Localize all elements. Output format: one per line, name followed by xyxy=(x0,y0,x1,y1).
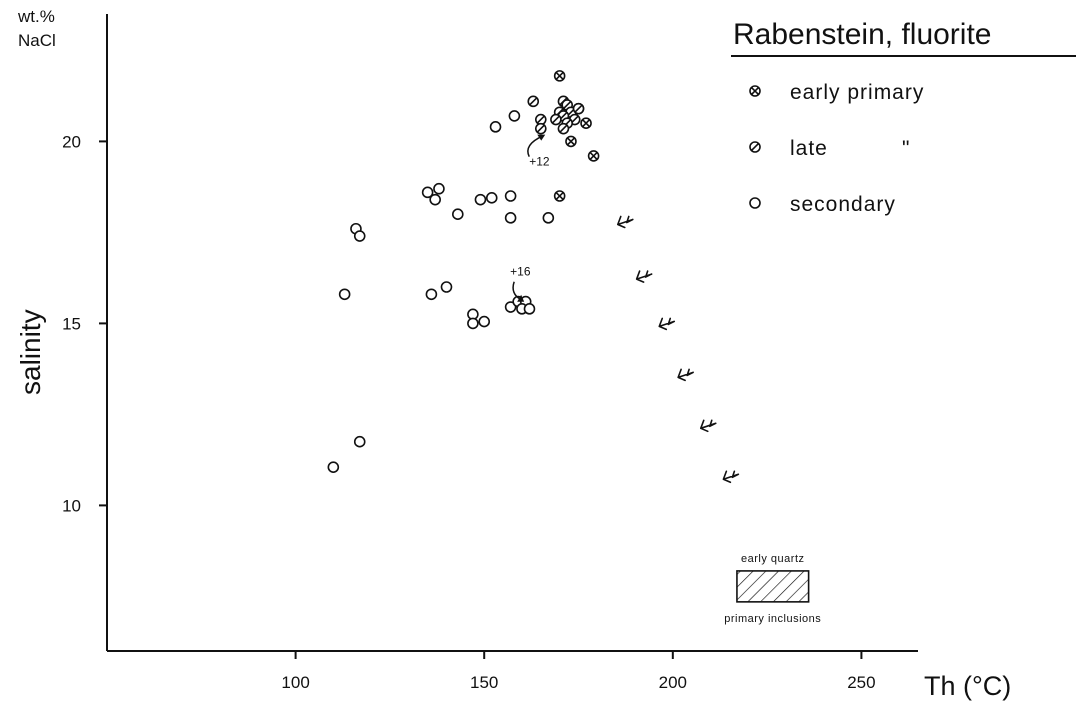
arrow-point xyxy=(677,368,694,382)
x-tick-label: 200 xyxy=(659,673,687,692)
x-tick-label: 250 xyxy=(847,673,875,692)
secondary-point xyxy=(353,230,366,242)
late-point xyxy=(572,102,585,115)
hatched-box xyxy=(736,570,810,603)
x-tick-label: 100 xyxy=(281,673,309,692)
early-primary-point xyxy=(553,190,566,202)
late-point xyxy=(527,95,540,108)
legend-marker xyxy=(749,197,761,209)
arrow-point xyxy=(635,270,653,283)
secondary-point xyxy=(485,192,498,204)
secondary-point xyxy=(504,301,517,313)
secondary-point xyxy=(504,190,517,202)
data-points xyxy=(327,70,740,484)
early-primary-point xyxy=(565,135,577,148)
legend-marker xyxy=(749,85,761,97)
x-ticks: 100 150 200 250 xyxy=(281,651,876,692)
secondary-point xyxy=(523,303,536,315)
annotation-arrowhead xyxy=(537,134,546,141)
late-point xyxy=(534,122,547,135)
legend-label: secondary xyxy=(790,193,896,216)
y-tick-label: 10 xyxy=(62,496,81,515)
x-axis-title: Th (°C) xyxy=(924,671,1011,701)
legend-ditto-mark: " xyxy=(902,137,910,160)
secondary-point xyxy=(542,212,555,224)
annotation-plus-12: +12 xyxy=(529,155,550,169)
secondary-point xyxy=(425,288,438,301)
secondary-point xyxy=(429,193,441,206)
legend-label: early primary xyxy=(790,81,924,104)
secondary-point xyxy=(433,182,445,195)
legend-label: late xyxy=(790,137,828,160)
x-tick-label: 150 xyxy=(470,673,498,692)
secondary-point xyxy=(421,186,434,199)
legend-marker xyxy=(749,141,761,153)
secondary-point xyxy=(338,288,351,301)
secondary-point xyxy=(440,281,453,293)
late-point xyxy=(534,113,547,126)
arrow-point xyxy=(658,317,676,331)
arrow-point xyxy=(699,419,717,433)
y-axis-title: salinity xyxy=(15,309,46,395)
y-ticks: 10 15 20 xyxy=(62,132,107,515)
y-unit-label-line2: NaCl xyxy=(18,31,56,50)
secondary-point xyxy=(504,212,517,224)
early-quartz-region: early quartz primary inclusions xyxy=(724,553,821,625)
y-unit-label-line1: wt.% xyxy=(17,7,55,26)
secondary-point xyxy=(327,461,340,473)
secondary-point xyxy=(474,193,487,206)
legend: early primary late " secondary xyxy=(749,81,924,216)
y-tick-label: 15 xyxy=(62,314,81,333)
secondary-point xyxy=(353,435,366,448)
y-tick-label: 20 xyxy=(62,132,81,151)
region-label-bottom: primary inclusions xyxy=(724,613,821,625)
annotation-arrowhead xyxy=(517,294,525,302)
early-primary-point xyxy=(553,70,566,82)
late-point xyxy=(557,122,570,135)
annotations: +12 +16 xyxy=(510,134,550,302)
region-label-top: early quartz xyxy=(741,553,804,565)
chart-title: Rabenstein, fluorite xyxy=(733,18,992,51)
secondary-point xyxy=(478,315,491,328)
arrow-point xyxy=(722,470,740,484)
annotation-plus-16: +16 xyxy=(510,265,531,279)
secondary-point xyxy=(452,208,464,220)
late-point xyxy=(550,113,562,126)
arrow-point xyxy=(616,215,634,229)
secondary-point xyxy=(489,121,502,133)
secondary-point xyxy=(467,317,479,330)
early-primary-point xyxy=(580,117,592,129)
early-primary-point xyxy=(587,150,600,162)
secondary-point xyxy=(508,110,521,122)
